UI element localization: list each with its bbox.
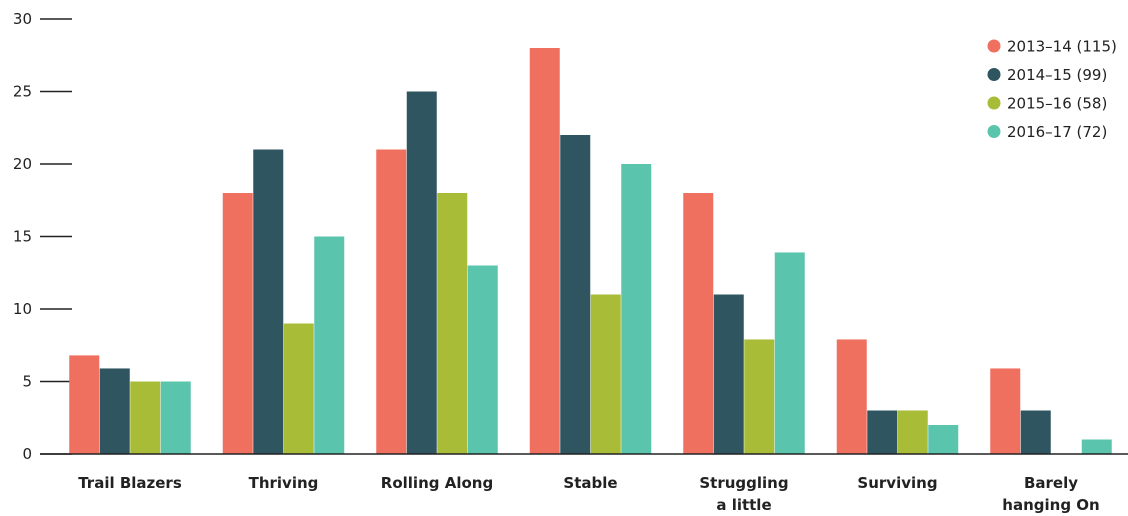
bar xyxy=(467,265,498,454)
y-tick-label: 25 xyxy=(13,83,32,101)
bar xyxy=(713,294,744,454)
bar xyxy=(99,368,130,454)
bar xyxy=(990,368,1021,454)
legend-swatch xyxy=(987,125,1001,138)
bar xyxy=(836,339,867,454)
bar xyxy=(253,149,284,454)
x-axis: Trail Blazers Thriving Rolling Along Stable… xyxy=(40,453,1128,514)
bar xyxy=(376,149,407,454)
bars xyxy=(69,48,1112,454)
x-category-label: Trail Blazers xyxy=(78,474,182,492)
bar xyxy=(621,164,652,454)
x-category-label-line: hanging On xyxy=(1002,496,1099,514)
legend-label: 2013–14 (115) xyxy=(1007,38,1117,56)
bar xyxy=(590,294,621,454)
bar xyxy=(774,252,805,454)
bar xyxy=(1081,439,1112,454)
bar xyxy=(283,323,314,454)
x-category-label: Barely hanging On xyxy=(1002,474,1099,514)
bar xyxy=(529,48,560,454)
legend-swatch xyxy=(987,68,1001,81)
x-category-label-line: Trail Blazers xyxy=(78,474,182,492)
y-tick-label: 30 xyxy=(13,10,32,28)
x-category-label: Struggling a little xyxy=(699,474,788,514)
legend-swatch xyxy=(987,96,1001,110)
bar xyxy=(69,355,100,454)
x-category-label-line: Thriving xyxy=(249,474,319,492)
y-tick-label: 5 xyxy=(22,373,32,391)
x-category-label-line: Surviving xyxy=(857,474,937,492)
x-category-label: Rolling Along xyxy=(381,474,493,492)
x-category-label-line: Rolling Along xyxy=(381,474,493,492)
bar xyxy=(1020,410,1051,454)
y-tick-label: 10 xyxy=(13,300,32,318)
x-category-label-line: Stable xyxy=(563,474,617,492)
legend-label: 2014–15 (99) xyxy=(1007,66,1107,84)
legend-label: 2016–17 (72) xyxy=(1007,123,1107,141)
bar xyxy=(314,236,345,454)
x-category-label-line: a little xyxy=(716,496,771,514)
y-axis: 0 5 10 15 20 25 30 xyxy=(13,10,72,463)
bar xyxy=(222,193,253,454)
y-tick-label: 20 xyxy=(13,155,32,173)
y-tick-label: 0 xyxy=(22,445,32,463)
y-tick-label: 15 xyxy=(13,228,32,246)
bar xyxy=(560,135,591,454)
x-category-label: Thriving xyxy=(249,474,319,492)
bar xyxy=(406,91,437,454)
x-category-label: Stable xyxy=(563,474,617,492)
legend: 2013–14 (115) 2014–15 (99) 2015–16 (58) 201… xyxy=(987,38,1117,141)
legend-label: 2015–16 (58) xyxy=(1007,95,1107,113)
bar xyxy=(928,425,959,454)
bar xyxy=(437,193,468,454)
x-category-label-line: Struggling xyxy=(699,474,788,492)
x-category-label: Surviving xyxy=(857,474,937,492)
legend-swatch xyxy=(987,39,1001,53)
bar xyxy=(160,381,191,454)
bar xyxy=(897,410,928,454)
bar xyxy=(867,410,898,454)
bar xyxy=(744,339,775,454)
bar xyxy=(683,193,714,454)
bar xyxy=(130,381,161,454)
x-category-label-line: Barely xyxy=(1024,474,1078,492)
